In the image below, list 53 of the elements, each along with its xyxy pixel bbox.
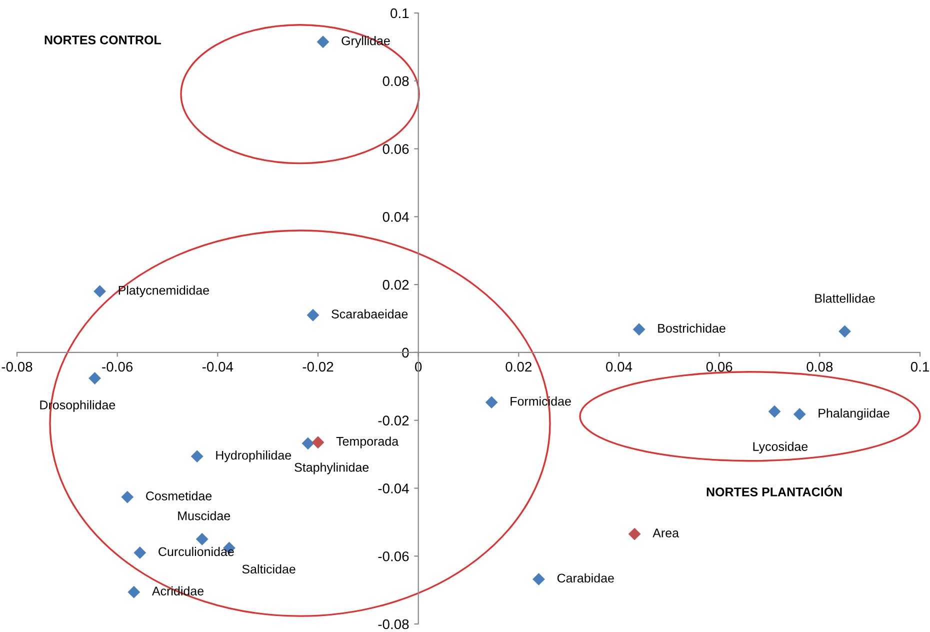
x-tick-label: 0.1	[910, 362, 929, 372]
y-tick-label: 0.04	[382, 212, 409, 222]
annotation: Muscidae	[178, 511, 230, 520]
annotation: Carabidae	[557, 573, 614, 583]
point	[302, 437, 314, 450]
y-tick-label: 0.08	[382, 76, 409, 86]
point	[316, 36, 330, 48]
x-tick-label: 0.02	[506, 362, 532, 372]
point	[190, 450, 204, 463]
annotation: Area	[652, 528, 680, 538]
y-tick-label: 0.06	[382, 144, 409, 154]
y-tick-label: 0.02	[382, 280, 409, 290]
annotation: Bostrichidae	[658, 324, 726, 333]
annotation: Lycosidae	[753, 442, 808, 454]
point	[768, 405, 781, 418]
point	[632, 323, 646, 336]
annotation: NORTES PLANTACIÓN	[706, 485, 842, 496]
point	[196, 532, 208, 546]
annotation: Blattellidae	[815, 294, 875, 303]
x-tick-label: -0.06	[102, 362, 133, 372]
point	[128, 586, 140, 598]
point	[134, 546, 146, 559]
point	[485, 396, 498, 409]
annotation: Staphylinidae	[294, 462, 369, 474]
x-tick-label: -0.02	[302, 362, 334, 372]
x-tick-label: -0.04	[202, 362, 234, 372]
annotation: Temporada	[336, 436, 399, 448]
annotation: Scarabaeidae	[332, 309, 408, 318]
annotation: Phalangiidae	[818, 408, 890, 420]
point	[793, 408, 806, 420]
y-tick-label: -0.06	[378, 551, 409, 562]
point	[121, 490, 134, 504]
point	[532, 572, 545, 586]
annotation: NORTES CONTROL	[44, 36, 161, 44]
point	[88, 372, 101, 384]
y-tick-label: -0.04	[378, 484, 409, 494]
y-tick-label: 0.1	[390, 8, 409, 18]
annotation: Salticidae	[242, 564, 296, 574]
annotation: Hydrophilidae	[216, 450, 292, 462]
y-tick-label: -0.02	[378, 416, 409, 426]
point	[838, 325, 851, 338]
annotation: Cosmetidae	[146, 491, 212, 500]
annotation: Platycnemididae	[118, 286, 209, 298]
x-tick-label: 0.06	[706, 362, 732, 372]
point	[306, 308, 320, 322]
x-tick-label: -0.08	[2, 362, 32, 372]
x-tick-label: 0	[415, 362, 422, 372]
y-tick-label: -0.08	[378, 619, 409, 630]
x-tick-label: 0.08	[806, 362, 833, 372]
point	[628, 528, 641, 540]
point	[94, 285, 106, 298]
point	[312, 436, 324, 449]
x-tick-label: 0.04	[606, 362, 632, 372]
